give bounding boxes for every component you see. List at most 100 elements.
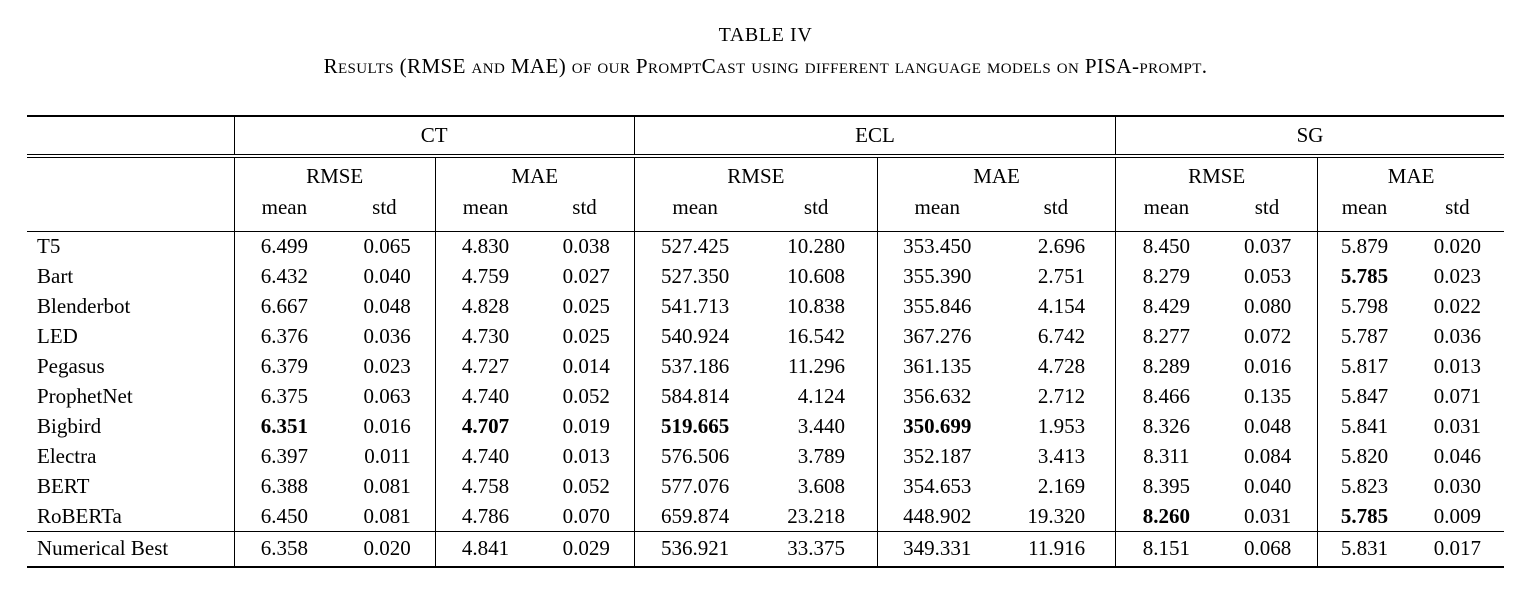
subheader-std: std: [1410, 195, 1504, 232]
value-cell: 0.025: [562, 324, 610, 348]
value-cell: 11.916: [996, 531, 1116, 567]
value-cell: 0.009: [1433, 503, 1481, 528]
value-cell: 0.072: [1243, 324, 1292, 348]
value-cell: 8.279: [1115, 261, 1217, 292]
row-label-model: T5: [37, 234, 61, 259]
value-cell: 6.388: [233, 471, 335, 502]
value-cell: 0.038: [562, 234, 610, 259]
value-cell: 0.040: [363, 264, 411, 288]
value-cell: 5.817: [1317, 351, 1411, 382]
value-cell: 8.429: [1115, 291, 1217, 322]
group-header-sg: SG: [1115, 116, 1504, 158]
table-row: Bigbird 6.351 0.016 4.707 0.019 519.665 3.440 3…: [27, 411, 1504, 442]
value-cell: 4.124: [797, 384, 845, 408]
value-cell: 6.376: [233, 321, 335, 352]
value-cell: 8.326: [1115, 411, 1217, 442]
value-cell: 0.048: [363, 294, 411, 318]
table-row: ProphetNet 6.375 0.063 4.740 0.052 584.814 4.1…: [27, 381, 1504, 412]
value-cell: 8.277: [1115, 321, 1217, 352]
value-cell: 4.727: [434, 351, 536, 382]
value-cell: 584.814: [633, 381, 756, 412]
corner-cell: [27, 116, 235, 158]
value-cell: 3.608: [797, 474, 845, 498]
value-cell: 0.025: [562, 294, 610, 318]
value-cell: 4.730: [434, 321, 536, 352]
value-cell: 355.846: [876, 291, 997, 322]
value-cell: 0.029: [535, 531, 635, 567]
value-cell: 0.081: [363, 474, 411, 498]
value-cell: 4.707: [434, 411, 536, 442]
value-cell: 527.350: [633, 261, 756, 292]
value-cell: 0.046: [1433, 444, 1481, 468]
value-cell: 6.742: [1037, 324, 1086, 348]
table-row: Bart 6.432 0.040 4.759 0.027 527.350 10.608 355…: [27, 261, 1504, 292]
table-row: Pegasus 6.379 0.023 4.727 0.014 537.186 11.296…: [27, 351, 1504, 382]
row-label-model: Bart: [37, 264, 74, 288]
value-cell: 8.260: [1115, 501, 1217, 532]
value-cell: 0.081: [363, 503, 411, 528]
value-cell: 5.798: [1317, 291, 1411, 322]
row-label-model: LED: [37, 324, 78, 348]
value-cell: 6.397: [233, 441, 335, 472]
row-label-model: BERT: [37, 474, 90, 498]
value-cell: 6.667: [233, 291, 335, 322]
value-cell: 5.831: [1317, 531, 1411, 567]
value-cell: 4.758: [434, 471, 536, 502]
value-cell: 0.016: [363, 414, 411, 438]
row-label-model: ProphetNet: [37, 384, 133, 408]
value-cell: 577.076: [633, 471, 756, 502]
value-cell: 0.013: [1433, 354, 1481, 378]
value-cell: 0.023: [363, 354, 411, 378]
value-cell: 0.040: [1243, 474, 1292, 498]
subheader-std: std: [755, 195, 878, 232]
metric-header-mae: MAE: [1317, 156, 1504, 195]
value-cell: 350.699: [876, 411, 997, 442]
table-row: Electra 6.397 0.011 4.740 0.013 576.506 3.789 3…: [27, 441, 1504, 472]
table-row: BERT 6.388 0.081 4.758 0.052 577.076 3.608 354.…: [27, 471, 1504, 502]
value-cell: 448.902: [876, 501, 997, 532]
table-title-block: TABLE IV Results (RMSE and MAE) of our P…: [0, 0, 1531, 79]
value-cell: 0.013: [562, 444, 610, 468]
value-cell: 33.375: [755, 531, 878, 567]
value-cell: 5.785: [1317, 261, 1411, 292]
row-label-model: Electra: [37, 444, 97, 468]
value-cell: 0.070: [562, 503, 610, 528]
value-cell: 19.320: [1027, 503, 1086, 528]
value-cell: 8.151: [1115, 531, 1217, 567]
value-cell: 0.020: [1433, 234, 1481, 259]
value-cell: 0.053: [1243, 264, 1292, 288]
subheader-mean: mean: [1115, 195, 1217, 232]
value-cell: 0.019: [562, 414, 610, 438]
value-cell: 367.276: [876, 321, 997, 352]
value-cell: 5.841: [1317, 411, 1411, 442]
table-row: RoBERTa 6.450 0.081 4.786 0.070 659.874 23.218…: [27, 501, 1504, 532]
value-cell: 0.048: [1243, 414, 1292, 438]
row-label-model: Numerical Best: [27, 531, 235, 567]
value-cell: 5.823: [1317, 471, 1411, 502]
value-cell: 536.921: [633, 531, 756, 567]
metric-header-mae: MAE: [876, 156, 1116, 195]
value-cell: 540.924: [633, 321, 756, 352]
metric-header-rmse: RMSE: [233, 156, 436, 195]
metric-header-rmse: RMSE: [633, 156, 878, 195]
value-cell: 541.713: [633, 291, 756, 322]
value-cell: 4.786: [434, 501, 536, 532]
value-cell: 6.379: [233, 351, 335, 382]
subheader-mean: mean: [876, 195, 997, 232]
value-cell: 4.154: [1037, 294, 1086, 318]
value-cell: 0.080: [1243, 294, 1292, 318]
value-cell: 5.820: [1317, 441, 1411, 472]
value-cell: 576.506: [633, 441, 756, 472]
value-cell: 0.023: [1433, 264, 1481, 288]
row-label-model: Bigbird: [37, 414, 102, 438]
group-header-row: CT ECL SG: [27, 116, 1504, 158]
table-caption: Results (RMSE and MAE) of our PromptCast…: [323, 54, 1208, 78]
table-number-title: TABLE IV: [718, 24, 813, 46]
value-cell: 23.218: [787, 503, 845, 528]
value-cell: 354.653: [876, 471, 997, 502]
metric-header-row: RMSE MAE RMSE MAE RMSE MAE: [27, 156, 1504, 195]
subheader-std: std: [996, 195, 1116, 232]
value-cell: 4.830: [434, 231, 536, 262]
value-cell: 0.020: [334, 531, 436, 567]
